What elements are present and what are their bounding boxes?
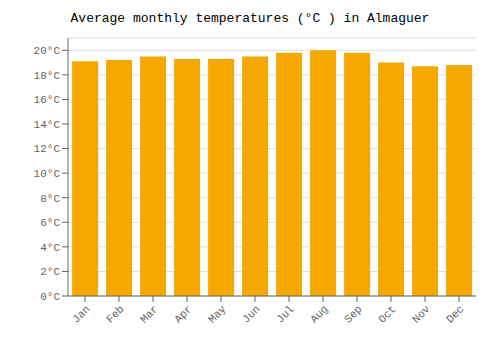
- svg-text:Mar: Mar: [138, 303, 160, 325]
- svg-text:Apr: Apr: [172, 303, 194, 325]
- svg-text:12°C: 12°C: [34, 143, 61, 155]
- svg-text:20°C: 20°C: [34, 45, 61, 57]
- svg-text:Dec: Dec: [444, 303, 466, 325]
- svg-text:4°C: 4°C: [40, 242, 60, 254]
- svg-text:8°C: 8°C: [40, 193, 60, 205]
- svg-text:Jul: Jul: [274, 303, 296, 325]
- html-text:Average monthly temperatures (: Average monthly temperatures (°C ) in Al…: [70, 11, 430, 26]
- svg-text:Sep: Sep: [342, 303, 364, 325]
- svg-text:6°C: 6°C: [40, 217, 60, 229]
- svg-text:Jan: Jan: [70, 303, 92, 325]
- svg-text:10°C: 10°C: [34, 168, 61, 180]
- svg-text:Feb: Feb: [104, 303, 126, 325]
- svg-text:18°C: 18°C: [34, 70, 61, 82]
- svg-text:14°C: 14°C: [34, 119, 61, 131]
- svg-text:Oct: Oct: [376, 303, 398, 325]
- svg-text:Jun: Jun: [240, 303, 262, 325]
- svg-text:16°C: 16°C: [34, 94, 61, 106]
- svg-text:2°C: 2°C: [40, 266, 60, 278]
- svg-text:May: May: [206, 303, 229, 326]
- svg-text:0°C: 0°C: [40, 291, 60, 303]
- svg-text:Aug: Aug: [308, 303, 330, 325]
- svg-text:Nov: Nov: [410, 303, 433, 326]
